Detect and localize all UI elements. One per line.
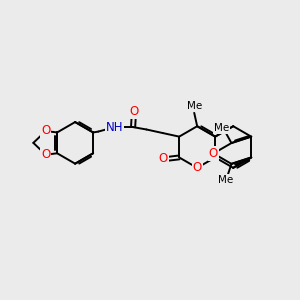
Text: O: O <box>41 124 50 137</box>
Text: Me: Me <box>214 123 230 133</box>
Text: O: O <box>158 152 168 165</box>
Text: Me: Me <box>218 175 233 185</box>
Text: O: O <box>193 161 202 174</box>
Text: Me: Me <box>187 101 202 111</box>
Text: O: O <box>41 148 50 161</box>
Text: NH: NH <box>106 121 123 134</box>
Text: O: O <box>209 147 218 160</box>
Text: O: O <box>129 105 139 118</box>
